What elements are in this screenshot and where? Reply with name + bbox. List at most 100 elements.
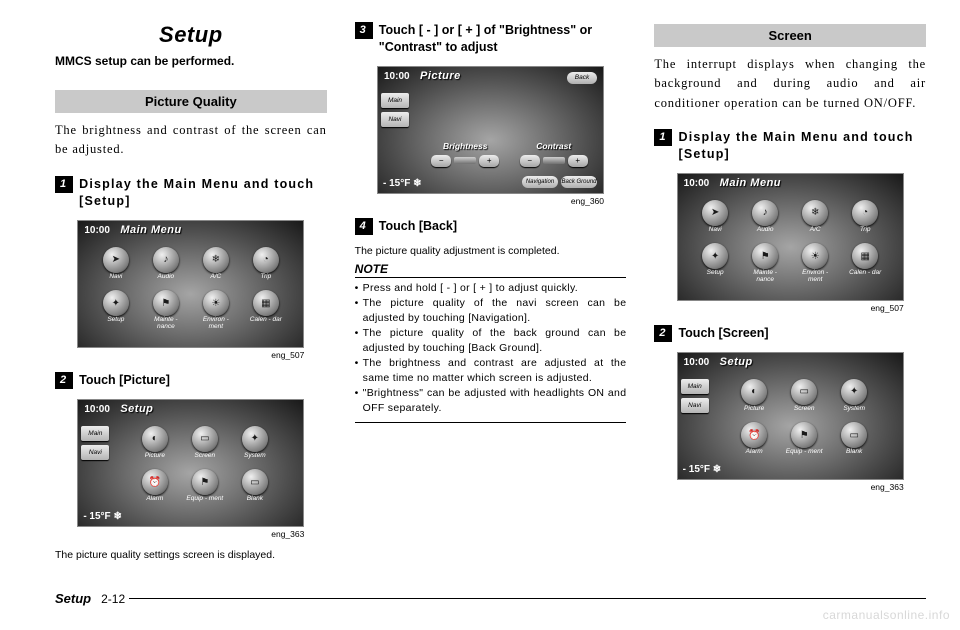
ss-side-navi: Navi [681, 398, 709, 413]
column-3: Screen The interrupt displays when chang… [654, 22, 926, 572]
note-item: Press and hold [ - ] or [ + ] to adjust … [355, 281, 627, 296]
ss-btn: ➤Navi [696, 200, 734, 234]
alarm-icon: ⏰ [741, 422, 767, 448]
blank-icon: ▭ [242, 469, 268, 495]
step-number-4: 4 [355, 218, 373, 235]
system-icon: ✦ [242, 426, 268, 452]
step-3: 3 Touch [ - ] or [ + ] of "Brightness" o… [355, 22, 627, 56]
ss-btn: ⚑Equip - ment [785, 422, 823, 456]
plus-button: + [568, 155, 588, 167]
contrast-label: Contrast [513, 141, 596, 151]
env-icon: ☀ [802, 243, 828, 269]
ss-btn: ✦Setup [696, 243, 734, 283]
ss-side-main: Main [81, 426, 109, 441]
audio-icon: ♪ [752, 200, 778, 226]
ss-btn: ⚑Equip - ment [186, 469, 224, 503]
caption: The picture quality adjustment is comple… [355, 244, 627, 259]
background-button: Back Ground [561, 176, 597, 188]
ac-icon: ❄ [802, 200, 828, 226]
ss-btn: ➤Navi [97, 247, 135, 281]
ss-temp: - 15°F ❄ [683, 464, 722, 475]
step-4: 4 Touch [Back] [355, 218, 627, 235]
ss-title: Main Menu [120, 224, 181, 236]
picture-icon: ◐ [741, 379, 767, 405]
ss-btn: ▭Screen [785, 379, 823, 413]
ss-brightness-contrast: Brightness −+ Contrast −+ [424, 141, 595, 167]
ss-clock: 10:00 [384, 71, 410, 82]
equip-icon: ⚑ [192, 469, 218, 495]
step-2-text: Touch [Picture] [79, 372, 170, 389]
image-ref: eng_363 [677, 482, 904, 492]
image-ref: eng_507 [77, 350, 304, 360]
note-item: The brightness and contrast are adjusted… [355, 356, 627, 386]
maint-icon: ⚑ [153, 290, 179, 316]
intro-text: The brightness and contrast of the scree… [55, 121, 327, 160]
ss-btn: ❄A/C [197, 247, 235, 281]
ss-temp: - 15°F ❄ [83, 511, 122, 522]
page-columns: Setup MMCS setup can be performed. Pictu… [55, 22, 926, 572]
ss-clock: 10:00 [684, 178, 710, 189]
screenshot-setup: 10:00 Setup Main Navi ◐Picture ▭Screen ✦… [77, 399, 304, 527]
ss-btn: ✦System [835, 379, 873, 413]
system-icon: ✦ [841, 379, 867, 405]
note-item: The picture quality of the back ground c… [355, 326, 627, 356]
ss-temp: - 15°F ❄ [383, 178, 422, 189]
ss-title: Picture [420, 70, 461, 82]
ss-btn: ☀Environ - ment [796, 243, 834, 283]
ss-btn: ▦Calen - dar [247, 290, 285, 330]
ss-side-navi: Navi [81, 445, 109, 460]
ss-title: Setup [720, 356, 753, 368]
alarm-icon: ⏰ [142, 469, 168, 495]
step-2b: 2 Touch [Screen] [654, 325, 926, 342]
ss-back-button: Back [567, 72, 597, 84]
plus-button: + [479, 155, 499, 167]
note-header: NOTE [355, 262, 627, 278]
ss-btn: ◔Trip [247, 247, 285, 281]
ss-title: Main Menu [720, 177, 781, 189]
image-ref: eng_360 [377, 196, 604, 206]
intro-text: The interrupt displays when changing the… [654, 55, 926, 113]
ss-side-buttons: Main Navi [681, 379, 709, 413]
cal-icon: ▦ [852, 243, 878, 269]
watermark: carmanualsonline.info [823, 608, 950, 622]
ss-side-main: Main [381, 93, 409, 108]
section-screen: Screen [654, 24, 926, 47]
step-1b: 1 Display the Main Menu and touch [Setup… [654, 129, 926, 163]
page-subtitle: MMCS setup can be performed. [55, 54, 327, 68]
trip-icon: ◔ [852, 200, 878, 226]
footer-rule [129, 598, 926, 599]
ss-btn: ✦Setup [97, 290, 135, 330]
step-number-2b: 2 [654, 325, 672, 342]
note-item: The picture quality of the navi screen c… [355, 296, 627, 326]
caption: The picture quality settings screen is d… [55, 548, 327, 563]
ss-btn: ▦Calen - dar [846, 243, 884, 283]
brightness-label: Brightness [424, 141, 507, 151]
screenshot-picture: 10:00 Picture Back Main Navi Brightness … [377, 66, 604, 194]
ss-btn: ▭Blank [835, 422, 873, 456]
footer-page: 2-12 [101, 592, 125, 606]
step-1: 1 Display the Main Menu and touch [Setup… [55, 176, 327, 210]
note-item: "Brightness" can be adjusted with headli… [355, 386, 627, 423]
step-number-2: 2 [55, 372, 73, 389]
step-2: 2 Touch [Picture] [55, 372, 327, 389]
step-2b-text: Touch [Screen] [678, 325, 768, 342]
maint-icon: ⚑ [752, 243, 778, 269]
ss-btn: ⏰Alarm [136, 469, 174, 503]
ss-btn: ⏰Alarm [735, 422, 773, 456]
note-list: Press and hold [ - ] or [ + ] to adjust … [355, 281, 627, 422]
ss-side-main: Main [681, 379, 709, 394]
env-icon: ☀ [203, 290, 229, 316]
ss-bottom-buttons: Navigation Back Ground [522, 176, 597, 188]
step-number-3: 3 [355, 22, 373, 39]
ss-clock: 10:00 [84, 404, 110, 415]
ss-btn: ▭Screen [186, 426, 224, 460]
equip-icon: ⚑ [791, 422, 817, 448]
trip-icon: ◔ [253, 247, 279, 273]
ss-side-buttons: Main Navi [381, 93, 409, 127]
blank-icon: ▭ [841, 422, 867, 448]
ss-btn: ☀Environ - ment [197, 290, 235, 330]
step-3-text: Touch [ - ] or [ + ] of "Brightness" or … [379, 22, 627, 56]
ss-btn: ⚑Mainte - nance [746, 243, 784, 283]
image-ref: eng_507 [677, 303, 904, 313]
ss-icons-grid: ◐Picture ▭Screen ✦System ⏰Alarm ⚑Equip -… [106, 426, 303, 503]
